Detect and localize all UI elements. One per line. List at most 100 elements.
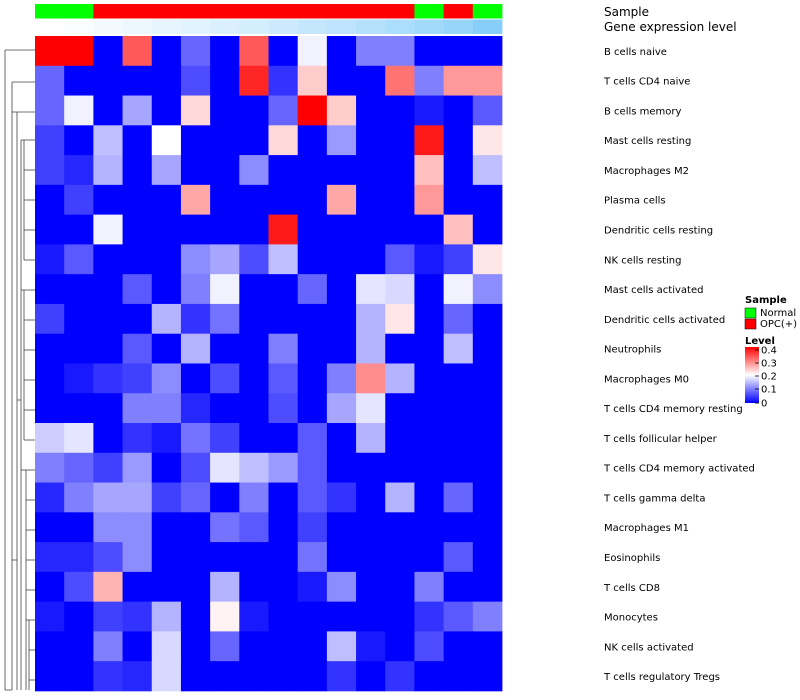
- heatmap-cell: [326, 214, 357, 245]
- heatmap-cell: [239, 363, 269, 394]
- heatmap-cell: [443, 571, 474, 603]
- heatmap-cell: [64, 512, 94, 543]
- heatmap-cell: [326, 452, 357, 483]
- heatmap-cell: [385, 423, 415, 454]
- heatmap-cell: [239, 95, 269, 126]
- legend-label-opc: OPC(+): [760, 319, 797, 330]
- heatmap-cell: [443, 244, 474, 275]
- heatmap-cell: [151, 244, 182, 275]
- heatmap-cell: [297, 214, 328, 245]
- heatmap-cell: [326, 631, 357, 662]
- row-label: Neutrophils: [604, 345, 661, 356]
- heatmap-cell: [443, 333, 474, 364]
- heatmap-cell: [93, 36, 123, 67]
- heatmap-cell: [443, 303, 474, 335]
- heatmap-cell: [93, 601, 123, 632]
- heatmap-cell: [64, 452, 94, 483]
- heatmap-cell: [122, 601, 153, 632]
- heatmap-cell: [356, 393, 386, 424]
- gene-expression-annotation-cell: [385, 19, 415, 34]
- heatmap-cell: [151, 631, 182, 662]
- heatmap-cell: [326, 512, 357, 543]
- heatmap-cell: [414, 601, 445, 632]
- row-label: T cells CD4 memory resting: [603, 404, 743, 415]
- heatmap-cell: [35, 452, 65, 483]
- heatmap-cell: [356, 333, 386, 364]
- legend-tick-label: 0.3: [761, 359, 777, 370]
- heatmap-cell: [64, 36, 94, 67]
- heatmap-cell: [385, 303, 415, 335]
- heatmap-cell: [180, 184, 211, 216]
- sample-annotation-cell: [297, 4, 328, 19]
- heatmap-cell: [93, 631, 123, 662]
- heatmap-cell: [443, 601, 474, 632]
- heatmap-cell: [64, 184, 94, 216]
- heatmap-cell: [385, 65, 415, 96]
- heatmap-cell: [443, 542, 474, 573]
- heatmap-cell: [210, 65, 240, 96]
- heatmap-cell: [122, 333, 153, 364]
- heatmap-cell: [472, 125, 503, 156]
- heatmap-cell: [180, 274, 211, 305]
- row-label: NK cells activated: [604, 642, 694, 653]
- heatmap-cell: [297, 333, 328, 364]
- heatmap-cell: [414, 244, 445, 275]
- heatmap-cell: [385, 571, 415, 603]
- gene-expression-annotation-cell: [35, 19, 65, 34]
- heatmap-cell: [268, 125, 299, 156]
- heatmap-cell: [64, 542, 94, 573]
- legend-colorbar: [745, 347, 759, 403]
- heatmap-cell: [356, 452, 386, 483]
- heatmap-cell: [385, 125, 415, 156]
- heatmap-cell: [414, 36, 445, 67]
- row-label: T cells regulatory Tregs: [603, 672, 720, 683]
- heatmap-cell: [414, 631, 445, 662]
- sample-annotation-cell: [151, 4, 182, 19]
- heatmap-cell: [239, 65, 269, 96]
- heatmap-cell: [414, 452, 445, 483]
- sample-annotation-cell: [122, 4, 153, 19]
- heatmap-cell: [151, 274, 182, 305]
- heatmap-cell: [64, 631, 94, 662]
- heatmap-cell: [385, 482, 415, 513]
- gene-expression-annotation-cell: [151, 19, 182, 34]
- heatmap-cell: [210, 303, 240, 335]
- heatmap-cell: [239, 333, 269, 364]
- heatmap-cell: [297, 65, 328, 96]
- heatmap-cell: [443, 393, 474, 424]
- heatmap-cell: [93, 512, 123, 543]
- heatmap-cell: [151, 452, 182, 483]
- heatmap-cell: [35, 155, 65, 186]
- heatmap-cell: [414, 125, 445, 156]
- heatmap-cell: [356, 36, 386, 67]
- heatmap-cell: [239, 36, 269, 67]
- heatmap-cell: [210, 601, 240, 632]
- heatmap-cell: [356, 244, 386, 275]
- heatmap-cell: [35, 571, 65, 603]
- heatmap-cell: [122, 274, 153, 305]
- row-label: Macrophages M1: [604, 523, 689, 534]
- heatmap-cell: [268, 452, 299, 483]
- row-label: Dendritic cells resting: [604, 226, 713, 237]
- heatmap-cell: [180, 244, 211, 275]
- heatmap-cell: [297, 661, 328, 692]
- heatmap-cell: [472, 244, 503, 275]
- heatmap-cell: [356, 482, 386, 513]
- heatmap-cell: [356, 303, 386, 335]
- heatmap-cell: [93, 363, 123, 394]
- heatmap-cell: [326, 95, 357, 126]
- heatmap-cell: [268, 184, 299, 216]
- heatmap-cell: [356, 631, 386, 662]
- heatmap-cell: [385, 95, 415, 126]
- heatmap-cell: [35, 482, 65, 513]
- gene-expression-annotation-cell: [122, 19, 153, 34]
- heatmap-cell: [443, 363, 474, 394]
- heatmap-cell: [93, 155, 123, 186]
- heatmap-cell: [122, 363, 153, 394]
- heatmap-cell: [180, 512, 211, 543]
- heatmap-cell: [93, 661, 123, 692]
- heatmap-cell: [93, 184, 123, 216]
- sample-annotation-cell: [239, 4, 269, 19]
- heatmap-cell: [122, 36, 153, 67]
- row-label: Dendritic cells activated: [604, 315, 725, 326]
